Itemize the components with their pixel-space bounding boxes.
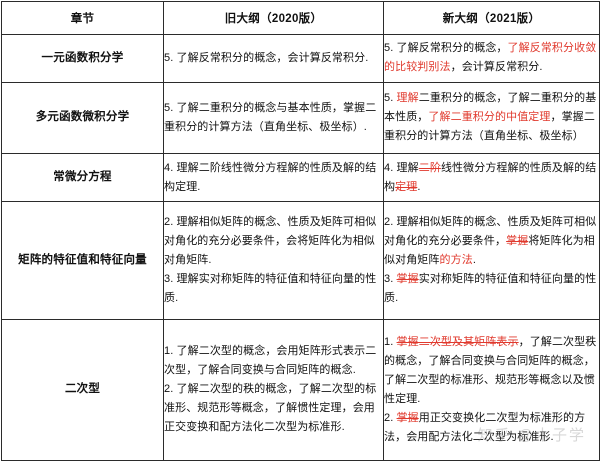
revision-highlight: 了解二重积分的中值定理 [428, 111, 551, 124]
new-syllabus-cell: 5. 理解二重积分的概念，了解二重积分的基本性质，了解二重积分的中值定理，掌握二… [383, 81, 600, 155]
old-syllabus-cell: 5. 了解反常积分的概念，会计算反常积分. [163, 34, 384, 83]
syllabus-item: 3. 理解实对称矩阵的特征值和特征向量的性质. [164, 270, 383, 308]
text-segment: 2. 理解相似矩阵的概念、性质及矩阵可相似对角化的充分必要条件，会将矩阵化为相似… [164, 215, 377, 266]
new-syllabus-cell: 2. 理解相似矩阵的概念、性质及矩阵可相似对角化的充分必要条件，掌握将矩阵化为相… [383, 200, 600, 320]
syllabus-item: 1. 了解二次型的概念，会用矩阵形式表示二次型，了解合同变换与合同矩阵的概念. [164, 342, 383, 380]
revision-highlight: 掌握 [396, 411, 419, 424]
table-row: 一元函数积分学 5. 了解反常积分的概念，会计算反常积分. 5. 了解反常积分的概念… [1, 34, 600, 83]
syllabus-item: 2. 了解二次型的秩的概念，了解二次型的标准形、规范形等概念，了解惯性定理，会用… [164, 380, 383, 437]
text-segment: 实对称矩阵的特征值和特征向量的性质. [384, 272, 597, 304]
text-segment: 2. 了解二次型的秩的概念，了解二次型的标准形、规范形等概念，了解惯性定理，会用… [164, 383, 377, 434]
revision-highlight: 掌握二次型及其矩阵表示 [396, 335, 519, 348]
chapter-cell: 一元函数积分学 [1, 34, 164, 83]
text-segment: 1. 了解二次型的概念，会用矩阵形式表示二次型，了解合同变换与合同矩阵的概念. [164, 345, 377, 377]
text-segment: 4. 理解 [384, 161, 419, 174]
header-row: 章节 旧大纲（2020版） 新大纲（2021版） [1, 1, 600, 35]
revision-highlight: 二阶 [418, 161, 441, 174]
header-chapter: 章节 [1, 1, 164, 35]
text-segment: 2. 理解相似矩阵的概念、性质及矩阵可相似对角化的充分必要条件， [384, 215, 597, 247]
header-old-syllabus: 旧大纲（2020版） [163, 1, 384, 35]
table-header: 章节 旧大纲（2020版） 新大纲（2021版） [1, 1, 600, 35]
text-segment: 用正交变换化二次型为标准形的方法，会用配方法化二次型为标准形. [384, 411, 586, 443]
chapter-cell: 二次型 [1, 318, 164, 462]
syllabus-item: 2. 理解相似矩阵的概念、性质及矩阵可相似对角化的充分必要条件，掌握将矩阵化为相… [384, 213, 599, 270]
text-segment: 5. 了解反常积分的概念， [384, 42, 508, 55]
syllabus-item: 5. 理解二重积分的概念，了解二重积分的基本性质，了解二重积分的中值定理，掌握二… [384, 89, 599, 146]
table-row: 常微分方程 4. 理解二阶线性微分方程解的性质及解的结构定理. 4. 理解二阶线性微… [1, 153, 600, 202]
table-row: 矩阵的特征值和特征向量 2. 理解相似矩阵的概念、性质及矩阵可相似对角化的充分必要… [1, 200, 600, 320]
text-segment: . [417, 180, 421, 193]
text-segment: 3. [384, 272, 397, 285]
header-new-syllabus: 新大纲（2021版） [383, 1, 600, 35]
revision-highlight: 理解 [396, 92, 419, 105]
chapter-cell: 多元函数微积分学 [1, 81, 164, 155]
old-syllabus-cell: 4. 理解二阶线性微分方程解的性质及解的结构定理. [163, 153, 384, 202]
syllabus-item: 1. 掌握二次型及其矩阵表示，了解二次型秩的概念，了解合同变换与合同矩阵的概念，… [384, 333, 599, 409]
revision-highlight: 定理 [395, 180, 418, 193]
text-segment: 将矩阵化为相似对角矩阵 [384, 234, 595, 266]
revision-highlight: 了解反常积分收敛的比较判别法 [384, 42, 597, 74]
table-body: 一元函数积分学 5. 了解反常积分的概念，会计算反常积分. 5. 了解反常积分的概念… [1, 34, 600, 462]
syllabus-item: 4. 理解二阶线性微分方程解的性质及解的结构定理. [384, 159, 599, 197]
text-segment: ，会计算反常积分. [450, 61, 543, 74]
text-segment: ，掌握二重积分的计算方法（直角坐标、极坐标） [384, 111, 595, 143]
table-row: 二次型 1. 了解二次型的概念，会用矩阵形式表示二次型，了解合同变换与合同矩阵的概… [1, 318, 600, 462]
table-row: 多元函数微积分学 5. 了解二重积分的概念与基本性质，掌握二重积分的计算方法（直角… [1, 81, 600, 155]
chapter-cell: 常微分方程 [1, 153, 164, 202]
old-syllabus-cell: 1. 了解二次型的概念，会用矩阵形式表示二次型，了解合同变换与合同矩阵的概念. 2… [163, 318, 384, 462]
old-syllabus-cell: 2. 理解相似矩阵的概念、性质及矩阵可相似对角化的充分必要条件，会将矩阵化为相似… [163, 200, 384, 320]
text-segment: 5. [384, 92, 397, 105]
text-segment: 5. 了解二重积分的概念与基本性质，掌握二重积分的计算方法（直角坐标、极坐标）. [164, 101, 377, 133]
syllabus-item: 2. 掌握用正交变换化二次型为标准形的方法，会用配方法化二次型为标准形. [384, 409, 599, 447]
old-syllabus-cell: 5. 了解二重积分的概念与基本性质，掌握二重积分的计算方法（直角坐标、极坐标）. [163, 81, 384, 155]
syllabus-item: 3. 掌握实对称矩阵的特征值和特征向量的性质. [384, 270, 599, 308]
new-syllabus-cell: 1. 掌握二次型及其矩阵表示，了解二次型秩的概念，了解合同变换与合同矩阵的概念，… [383, 318, 600, 462]
new-syllabus-cell: 4. 理解二阶线性微分方程解的性质及解的结构定理. [383, 153, 600, 202]
syllabus-item: 4. 理解二阶线性微分方程解的性质及解的结构定理. [164, 159, 383, 197]
chapter-cell: 矩阵的特征值和特征向量 [1, 200, 164, 320]
syllabus-item: 2. 理解相似矩阵的概念、性质及矩阵可相似对角化的充分必要条件，会将矩阵化为相似… [164, 213, 383, 270]
text-segment: . [472, 253, 476, 266]
revision-highlight: 掌握 [506, 234, 529, 247]
text-segment: 二重积分的概念，了解二重积分的基本性质， [384, 92, 597, 124]
revision-highlight: 掌握 [396, 272, 419, 285]
text-segment: 2. [384, 411, 397, 424]
syllabus-item: 5. 了解反常积分的概念，会计算反常积分. [164, 49, 383, 68]
revision-highlight: 的方法 [439, 253, 473, 266]
text-segment: 3. 理解实对称矩阵的特征值和特征向量的性质. [164, 272, 377, 304]
new-syllabus-cell: 5. 了解反常积分的概念，了解反常积分收敛的比较判别法，会计算反常积分. [383, 34, 600, 83]
text-segment: 1. [384, 335, 397, 348]
text-segment: 5. 了解反常积分的概念，会计算反常积分. [164, 51, 369, 64]
text-segment: 4. 理解二阶线性微分方程解的性质及解的结构定理. [164, 161, 377, 193]
syllabus-item: 5. 了解二重积分的概念与基本性质，掌握二重积分的计算方法（直角坐标、极坐标）. [164, 99, 383, 137]
text-segment: ，了解二次型秩的概念，了解合同变换与合同矩阵的概念，了解二次型的标准形、规范形等… [384, 335, 597, 405]
text-segment: 线性微分方程解的性质及解的结构 [384, 161, 597, 193]
syllabus-item: 5. 了解反常积分的概念，了解反常积分收敛的比较判别法，会计算反常积分. [384, 39, 599, 77]
